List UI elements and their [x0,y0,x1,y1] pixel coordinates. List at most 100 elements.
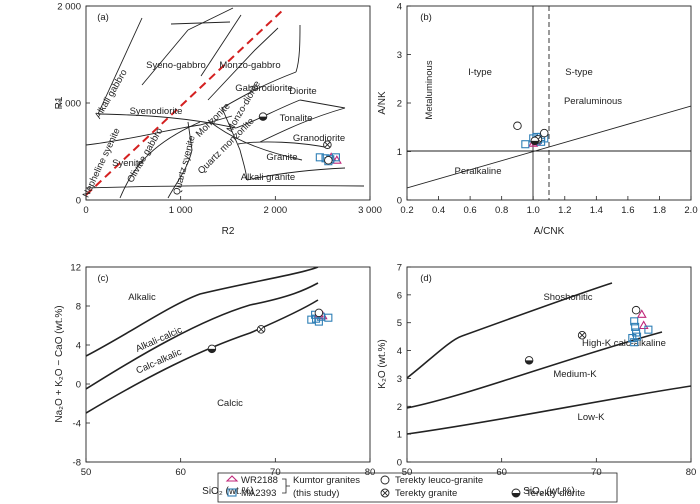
legend: WR2188 MA2393 Kumtor granites (this stud… [217,472,618,503]
boundary-line [407,105,691,189]
boundary-line [119,121,201,199]
plot-frame [406,266,692,463]
y-tick-label: 2 [397,402,402,413]
y-tick-label: 1 [397,430,402,441]
boundary-line [407,385,691,435]
open-circle-icon [380,475,390,485]
y-tick-label: -4 [73,419,81,430]
x-tick-label: 0.8 [495,205,508,216]
x-tick-label: 80 [365,467,376,478]
x-tick-label: 70 [270,467,281,478]
field-label: Granodiorite [293,133,345,144]
boundary-line [221,107,248,181]
boundary-line [407,331,663,409]
field-label: Alkali gabbro [93,68,130,121]
boundary-line [237,141,331,149]
field-label: S-type [565,67,592,78]
boundary-line [86,115,233,146]
panel-d: (d) Shoshonitic High-K calc-alkaline Med… [377,263,696,498]
data-point-square [324,313,333,322]
x-tick-label: 2.0 [684,205,697,216]
x-tick-label: 70 [591,467,602,478]
y-tick-label: 2 000 [57,2,81,13]
field-label: Gabbrodiorite [235,83,293,94]
field-label: Granite [266,152,297,163]
data-point-square [521,140,530,149]
data-point-open-circle [631,305,641,315]
x-tick-label: 1.8 [653,205,666,216]
trend-line [85,9,284,196]
field-label: Peralkaline [455,166,502,177]
field-label: Medium-K [553,369,597,380]
data-point-half-circle [258,112,268,121]
half-filled-circle-icon [512,493,520,497]
y-tick-label: 5 [397,318,402,329]
legend-label-wr: WR2188 [241,475,278,486]
data-point-crossed-circle [577,331,587,340]
boundary-line [407,282,613,379]
data-point-square [630,317,639,326]
field-label: High-K calc-alkaline [582,338,666,349]
x-tick-label: 0.2 [400,205,413,216]
x-tick-label: 0.6 [464,205,477,216]
x-tick-label: 60 [175,467,186,478]
data-point-square [331,153,340,162]
boundary-line [246,167,346,181]
field-label: Diorite [289,86,316,97]
boundary-line [200,14,242,77]
legend-label-diorite: Terekty diorite [526,488,585,499]
triangle-icon [225,475,239,482]
bracket [282,478,290,494]
y-tick-label: 12 [70,263,81,274]
y-axis-title: A/NK [377,91,388,115]
square-icon [227,488,237,497]
boundary-line [86,185,365,189]
boundary-line [167,121,193,199]
data-point-open-circle [314,308,324,318]
boundary-line [86,299,319,414]
y-tick-label: 2 [397,99,402,110]
boundary-line [207,119,303,161]
field-label: Low-K [578,412,606,423]
plot-frame [85,266,371,463]
y-tick-label: 1 000 [57,99,81,110]
boundary-line [187,7,234,31]
x-tick-label: 1 000 [169,205,193,216]
y-tick-label: 0 [397,458,402,469]
field-label: Monzo-gabbro [219,60,280,71]
boundary-line [170,21,231,25]
panel-label-c: (c) [97,273,108,284]
boundary-line [97,113,237,129]
data-point-open-circle [540,128,549,138]
legend-label-leuco: Terekty leuco-granite [395,475,483,486]
x-axis-title: A/CNK [534,226,565,237]
boundary-line [207,27,279,101]
y-tick-label: 0 [397,196,402,207]
boundary-line [86,267,319,357]
panel-a: (a) Alkali gabbro Syeno-gabbro Olivine g… [54,2,382,238]
y-tick-label: 4 [397,346,402,357]
data-point-crossed-circle [323,140,332,149]
data-point-square [628,333,637,343]
data-point-square [631,322,640,331]
boundary-line [141,29,189,86]
x-tick-label: 50 [402,467,413,478]
y-tick-label: 3 [397,50,402,61]
boundary-line [295,24,301,73]
x-tick-label: 0.4 [432,205,445,216]
boundary-line [86,282,319,390]
panel-b: (b) Metaluminous I-type S-type Peralumin… [377,2,698,238]
y-tick-label: 3 [397,374,402,385]
data-point-square [630,338,639,347]
x-tick-label: 50 [81,467,92,478]
data-point-square [644,325,653,334]
crossed-circle-icon [381,489,389,497]
y-axis-title: Na₂O + K₂O − CaO (wt.%) [54,305,65,422]
boundary-line [235,99,301,129]
x-tick-label: 0 [83,205,88,216]
field-label: Calcic [217,398,243,409]
field-label: Peraluminous [564,96,622,107]
legend-label-ma: MA2393 [241,488,276,499]
data-point-crossed-circle [256,325,266,334]
